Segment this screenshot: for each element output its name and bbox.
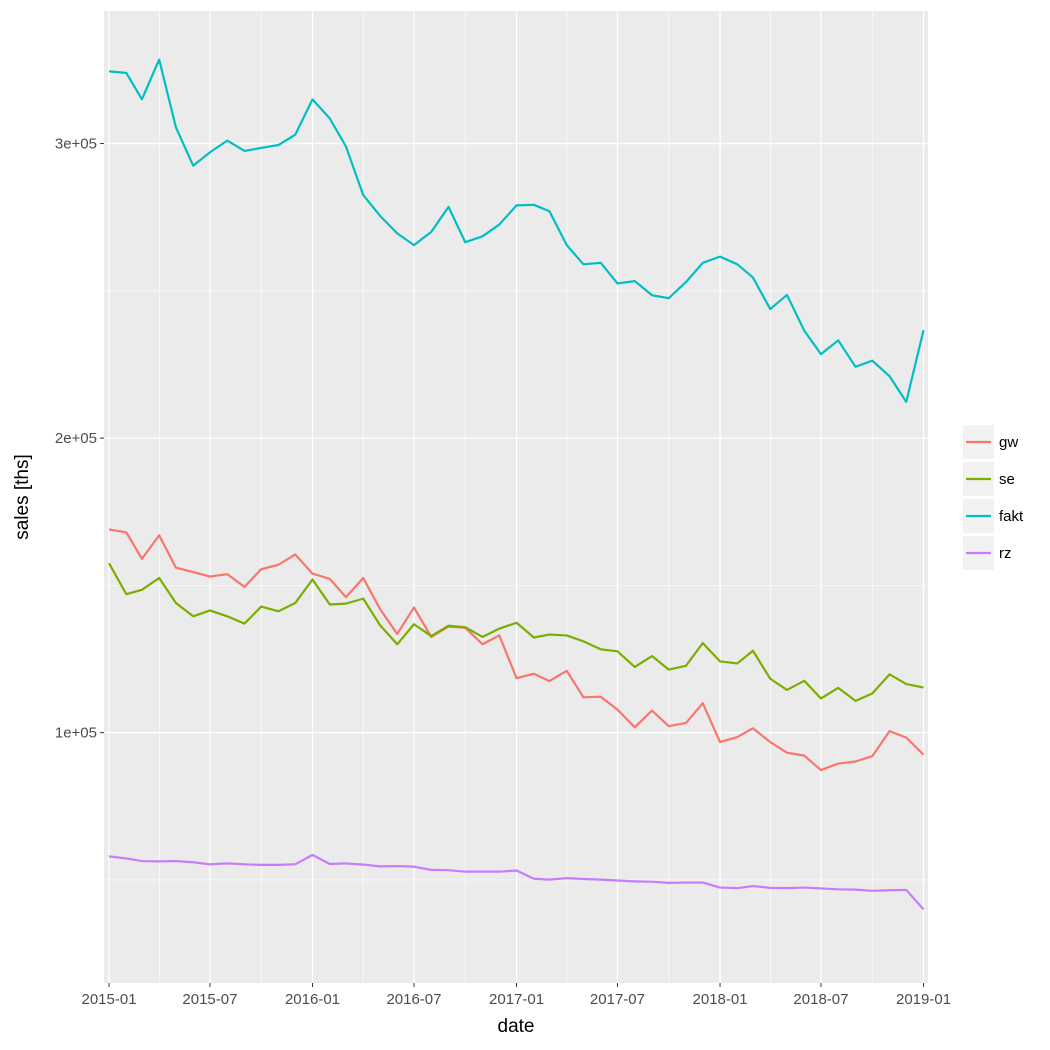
legend-label-gw: gw — [999, 434, 1018, 451]
y-tick-label: 2e+05 — [55, 430, 97, 447]
y-tick-label: 3e+05 — [55, 136, 97, 153]
axes: 1e+05 2e+05 3e+05 2015-01 2015-07 2016-01 2016… — [55, 136, 951, 1008]
legend-label-fakt: fakt — [999, 508, 1024, 525]
y-tick-label: 1e+05 — [55, 725, 97, 742]
x-tick-label: 2018-01 — [693, 991, 748, 1008]
x-tick-label: 2015-01 — [81, 991, 136, 1008]
y-axis-title: sales [ths] — [12, 454, 33, 540]
series-line-fakt — [108, 58, 925, 403]
x-tick-label: 2016-01 — [285, 991, 340, 1008]
x-axis-title: date — [498, 1016, 535, 1037]
series-line-se — [108, 562, 924, 702]
series-line-rz — [108, 853, 925, 911]
x-tick-label: 2015-07 — [182, 991, 237, 1008]
legend-label-rz: rz — [999, 545, 1012, 562]
legend: gw se fakt rz — [963, 425, 1024, 570]
x-tick-label: 2017-07 — [590, 991, 645, 1008]
legend-label-se: se — [999, 471, 1015, 488]
x-tick-label: 2019-01 — [896, 991, 951, 1008]
x-tick-label: 2016-07 — [386, 991, 441, 1008]
series-line-gw — [108, 528, 925, 772]
series-lines — [108, 58, 925, 911]
x-tick-label: 2018-07 — [793, 991, 848, 1008]
major-gridlines — [104, 11, 928, 983]
x-tick-label: 2017-01 — [489, 991, 544, 1008]
